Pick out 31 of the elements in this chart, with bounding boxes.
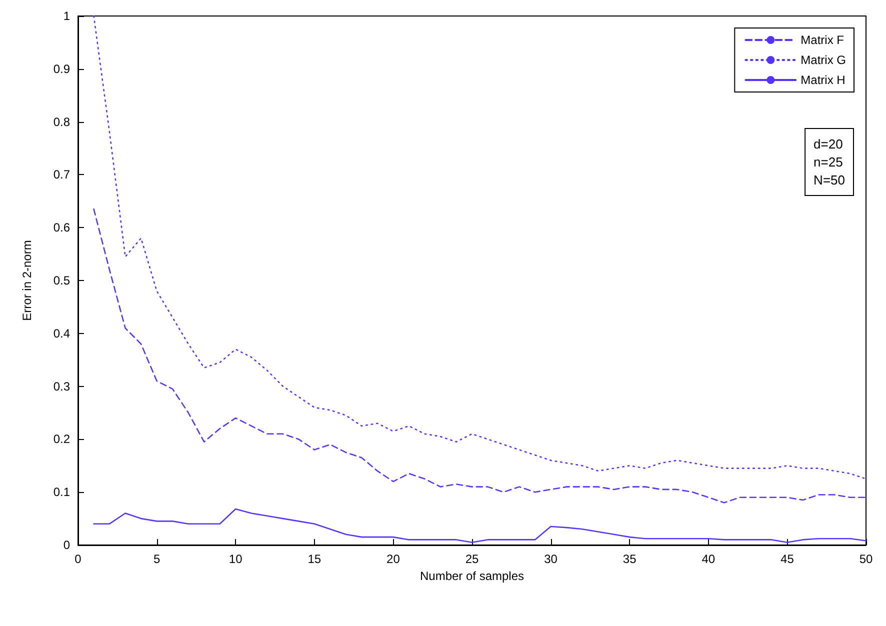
annotation: d=20 n=25 N=50: [814, 136, 846, 188]
y-axis-title: Error in 2-norm: [20, 240, 34, 321]
legend-label: Matrix F: [800, 33, 844, 47]
y-tick-label: 0.2: [53, 432, 70, 446]
legend-label: Matrix H: [800, 73, 846, 87]
x-tick-label: 35: [622, 552, 637, 566]
line-series: [93, 508, 867, 544]
x-tick-label: 10: [228, 552, 243, 566]
legend-label: Matrix G: [800, 53, 846, 67]
x-axis-title: Number of samples: [420, 568, 524, 583]
line-series: [93, 208, 867, 504]
y-tick-label: 0.3: [53, 379, 70, 394]
x-tick-label: 0: [74, 552, 82, 566]
y-tick-label: 0: [63, 538, 70, 552]
y-tick-label: 0.4: [53, 326, 70, 340]
y-tick-label: 0.5: [53, 274, 70, 288]
x-tick-label: 40: [702, 552, 716, 566]
y-tick-label: 0.6: [53, 220, 70, 235]
x-tick-label: 25: [465, 552, 479, 566]
y-tick-label: 0.9: [53, 62, 70, 76]
y-tick-label: 0.7: [53, 168, 70, 182]
x-tick-label: 45: [780, 552, 794, 566]
line-series: [93, 15, 867, 480]
x-tick-label: 15: [308, 552, 322, 566]
x-tick-label: 5: [153, 552, 160, 566]
y-tick-label: 1: [63, 9, 70, 23]
x-tick-label: 50: [859, 552, 873, 566]
y-tick-label: 0.8: [53, 114, 70, 129]
y-tick-label: 0.1: [53, 485, 70, 500]
x-tick-label: 20: [386, 552, 400, 566]
x-tick-label: 30: [544, 552, 558, 566]
